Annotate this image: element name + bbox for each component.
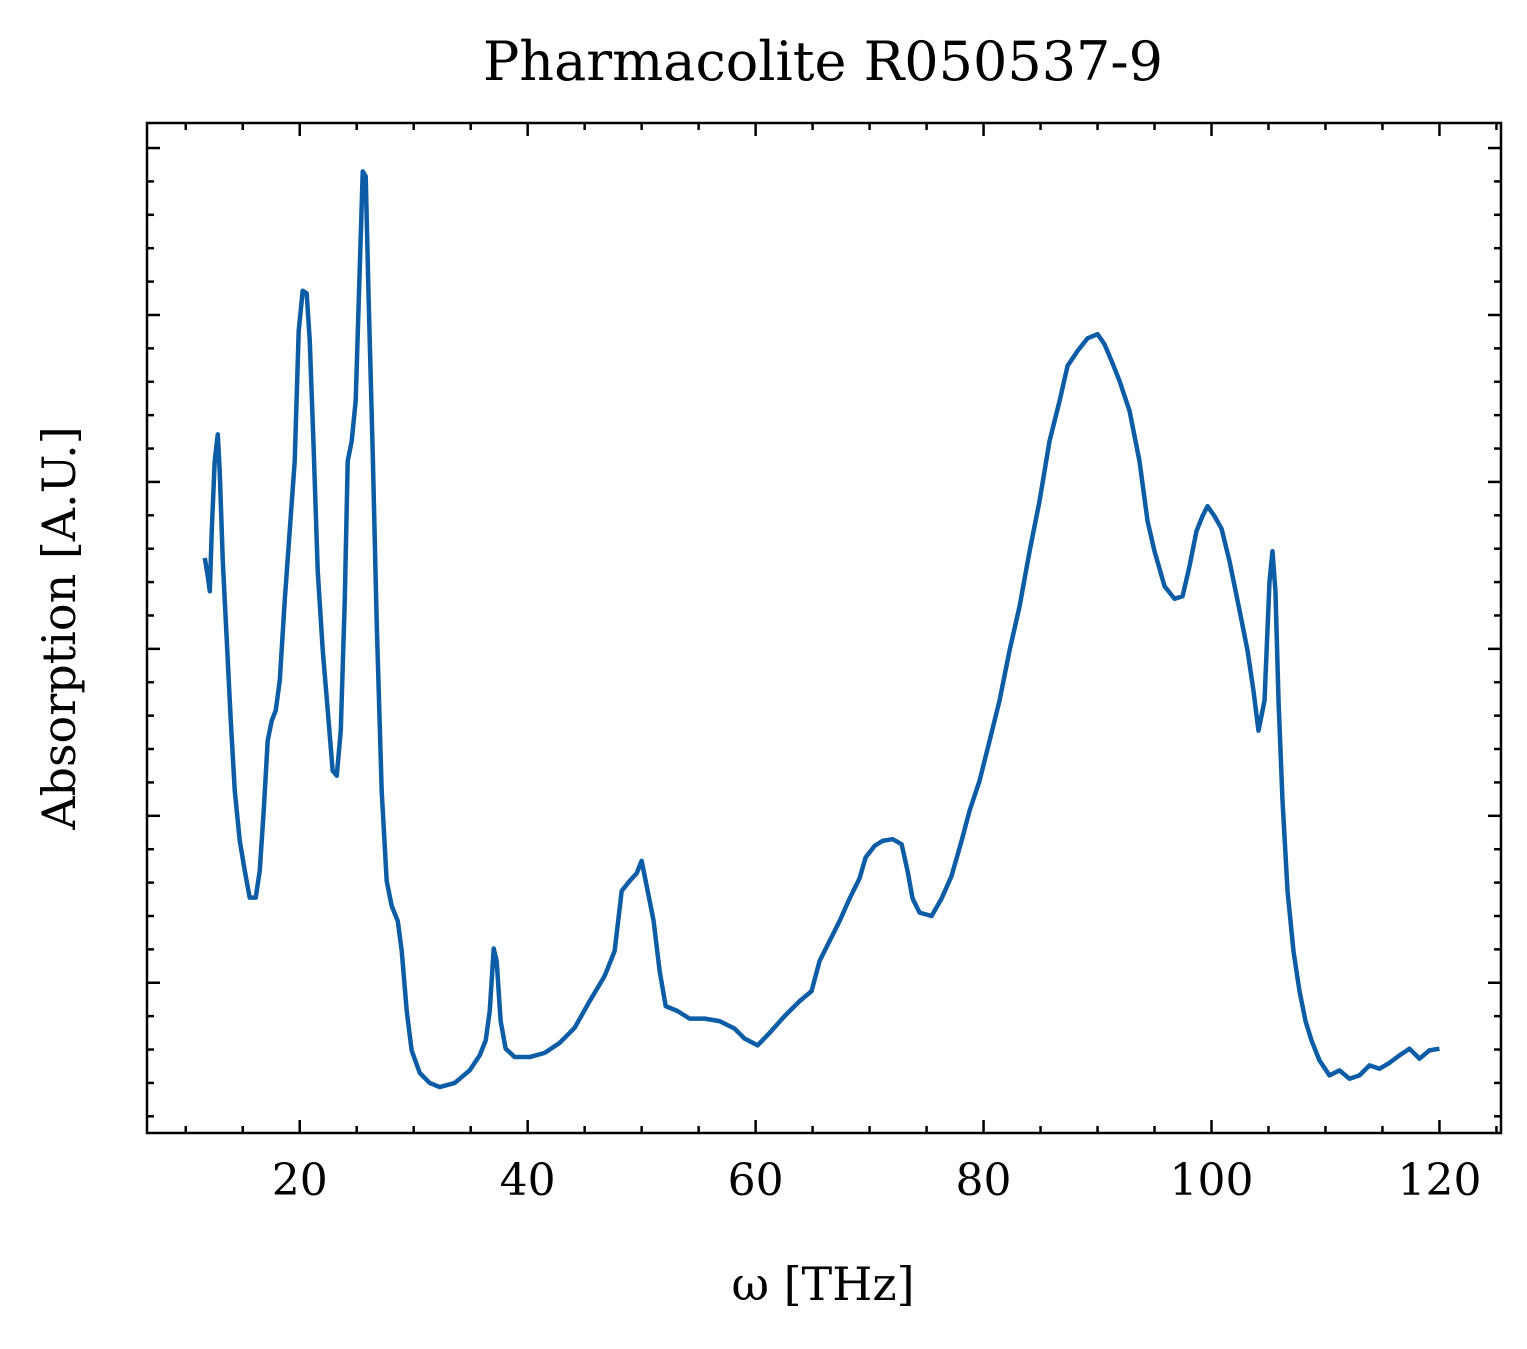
x-tick-label: 100 xyxy=(1170,1155,1254,1206)
x-tick-label: 60 xyxy=(728,1155,784,1206)
y-axis-label: Absorption [A.U.] xyxy=(32,426,86,830)
x-axis-label: ω [THz] xyxy=(731,1257,914,1311)
x-tick-label: 40 xyxy=(500,1155,556,1206)
data-line xyxy=(202,169,1440,1090)
chart-title: Pharmacolite R050537-9 xyxy=(483,30,1163,93)
plot-frame xyxy=(145,121,1503,1135)
x-tick-label: 20 xyxy=(272,1155,328,1206)
x-tick-label: 120 xyxy=(1397,1155,1481,1206)
x-tick-label: 80 xyxy=(956,1155,1012,1206)
